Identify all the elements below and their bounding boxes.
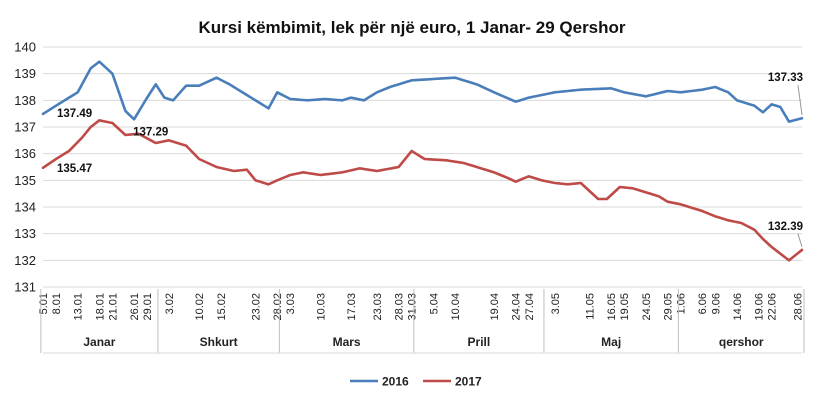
x-tick-label: 19.04: [489, 293, 501, 321]
x-tick-label: 3.05: [550, 293, 562, 314]
x-tick-label: 9.06: [710, 293, 722, 314]
series-lines: [41, 60, 804, 262]
x-tick-label: 18.01: [94, 293, 106, 321]
x-tick-label: 21.01: [107, 293, 119, 321]
data-label-leader: [797, 85, 803, 116]
y-tick-label: 136: [14, 146, 36, 161]
y-tick-label: 132: [14, 253, 36, 268]
x-tick-label: 14.06: [732, 293, 744, 321]
series-line-2017: [41, 119, 804, 262]
data-label: 137.29: [133, 126, 168, 138]
y-tick-label: 134: [14, 200, 36, 215]
x-tick-label: 16.05: [606, 293, 618, 321]
legend-label-2017: 2017: [455, 375, 482, 389]
x-tick-label: 13.01: [73, 293, 85, 321]
month-label: Maj: [601, 335, 621, 349]
x-tick-label: 15.02: [216, 293, 228, 321]
x-tick-label: 23.02: [251, 293, 263, 321]
data-label-leader: [797, 233, 803, 248]
x-tick-label: 3.03: [285, 293, 297, 314]
x-tick-label: 1.06: [676, 293, 688, 314]
x-tick-label: 26.01: [129, 293, 141, 321]
x-tick-label: 10.04: [450, 293, 462, 321]
gridlines: [43, 46, 802, 288]
x-axis: 5.01 8.01 13.01 18.01 21.01 26.01 29.01 3.02 10.…: [38, 289, 805, 354]
y-tick-label: 138: [14, 93, 36, 108]
x-tick-label: 11.05: [584, 293, 596, 320]
x-tick-label: 28.03: [394, 293, 406, 321]
month-label: Mars: [333, 335, 361, 349]
x-tick-label: 24.05: [641, 293, 653, 321]
month-label: Prill: [468, 335, 491, 349]
data-label: 132.39: [768, 221, 803, 233]
x-tick-label: 19.05: [619, 293, 631, 321]
x-tick-label: 17.03: [346, 293, 358, 321]
y-tick-label: 133: [14, 226, 36, 241]
x-tick-label: 8.01: [51, 293, 63, 314]
series-line-2016: [41, 60, 804, 123]
data-labels: 137.49 137.29 137.33 135.47 132.39: [57, 72, 803, 248]
x-tick-label: 3.02: [164, 293, 176, 314]
x-tick-label: 31.03: [407, 293, 419, 321]
x-tick-label: 10.02: [194, 293, 206, 321]
x-tick-label: 28.06: [793, 293, 805, 321]
month-label: Janar: [83, 335, 115, 349]
x-tick-label: 6.06: [697, 293, 709, 314]
x-tick-label: 29.01: [142, 293, 154, 321]
data-label: 135.47: [57, 163, 92, 175]
data-label: 137.33: [768, 72, 803, 84]
x-tick-label: 22.06: [767, 293, 779, 321]
x-tick-label: 5.04: [428, 293, 440, 314]
x-tick-label: 23.03: [372, 293, 384, 321]
x-tick-label: 24.04: [511, 293, 523, 321]
x-tick-label: 28.02: [272, 293, 284, 321]
y-axis: 131 132 133 134 135 136 137 138 139 140: [14, 40, 36, 295]
chart-title: Kursi këmbimit, lek për një euro, 1 Jana…: [198, 18, 625, 37]
y-tick-label: 137: [14, 120, 36, 135]
y-tick-label: 139: [14, 66, 36, 81]
y-tick-label: 140: [14, 40, 36, 55]
x-tick-label: 19.06: [754, 293, 766, 321]
y-tick-label: 135: [14, 173, 36, 188]
legend: 2016 2017: [350, 375, 482, 389]
legend-label-2016: 2016: [382, 375, 409, 389]
x-tick-label: 5.01: [38, 293, 50, 314]
y-tick-label: 131: [14, 280, 36, 295]
x-tick-label: 27.04: [524, 293, 536, 321]
month-label: Shkurt: [200, 335, 238, 349]
data-label: 137.49: [57, 108, 92, 120]
x-tick-label: 29.05: [663, 293, 675, 321]
month-label: qershor: [719, 335, 764, 349]
x-tick-label: 10.03: [316, 293, 328, 321]
